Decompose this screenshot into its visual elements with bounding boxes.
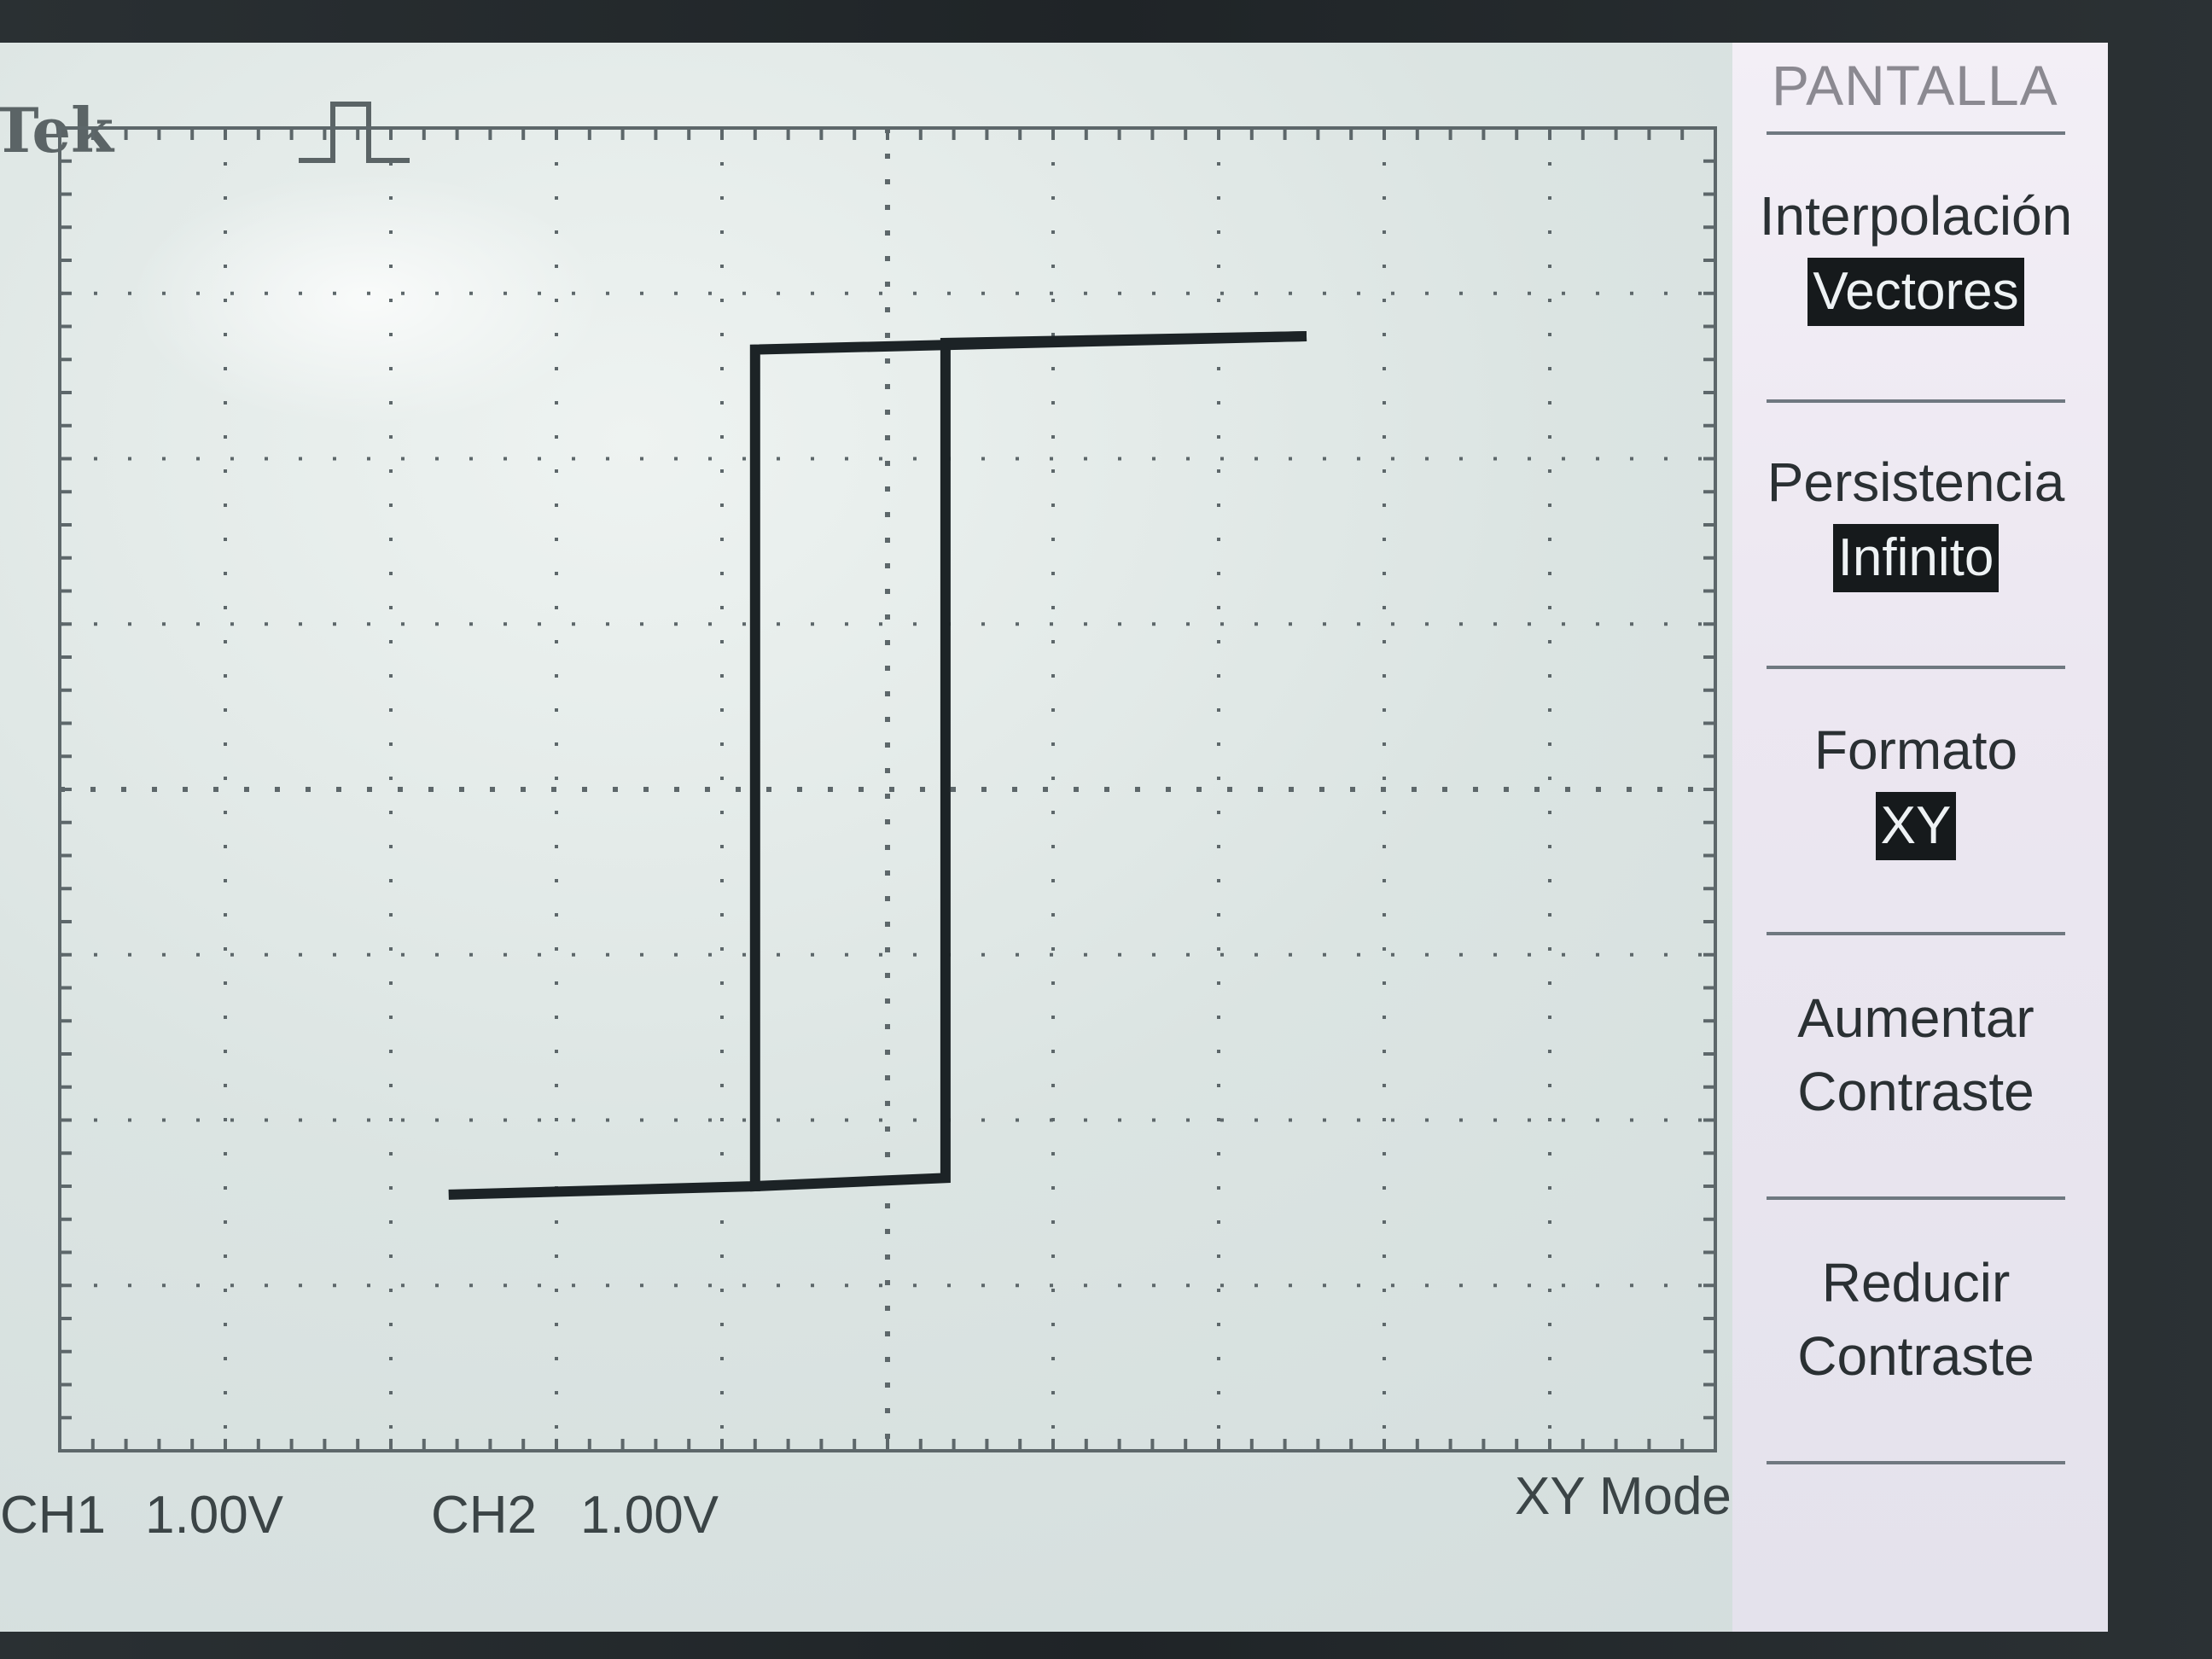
menu-separator <box>1767 399 2065 403</box>
display-softmenu: PANTALLA Interpolación Vectores Persiste… <box>1732 43 2108 1632</box>
graticule <box>58 126 1717 1452</box>
xy-trace <box>448 330 1307 1200</box>
menu-item-interpolacion[interactable]: Interpolación Vectores <box>1749 179 2082 326</box>
menu-item-value: Infinito <box>1832 524 2000 592</box>
menu-title: PANTALLA <box>1772 54 2058 117</box>
menu-separator <box>1767 666 2065 669</box>
menu-item-label: Reducir <box>1821 1252 2011 1313</box>
menu-separator <box>1767 1461 2065 1464</box>
ch2-scale: 1.00V <box>580 1486 719 1545</box>
menu-item-reducir-contraste[interactable]: Reducir Contraste <box>1749 1246 2082 1393</box>
xy-trace-segment-1 <box>448 330 1307 1200</box>
menu-item-label-line2: Contraste <box>1797 1325 2034 1387</box>
menu-item-label: Formato <box>1813 719 2018 781</box>
menu-item-label-line2: Contraste <box>1797 1061 2034 1122</box>
menu-item-value: XY <box>1875 792 1957 860</box>
ch1-label: CH1 <box>0 1486 107 1545</box>
xy-trace-segment-2 <box>749 331 1307 1192</box>
menu-item-persistencia[interactable]: Persistencia Infinito <box>1749 445 2082 592</box>
pulse-icon <box>299 102 410 163</box>
xy-mode-indicator: XY Mode <box>1515 1467 1732 1526</box>
brand-logo: Tek <box>0 94 114 166</box>
menu-item-aumentar-contraste[interactable]: Aumentar Contraste <box>1749 981 2082 1128</box>
scope-display <box>58 126 1717 1452</box>
menu-separator <box>1767 1196 2065 1200</box>
menu-item-label: Interpolación <box>1759 185 2073 247</box>
menu-item-label: Persistencia <box>1767 451 2065 513</box>
menu-item-value: Vectores <box>1807 258 2024 326</box>
ch1-scale: 1.00V <box>145 1486 284 1545</box>
menu-item-label: Aumentar <box>1797 987 2034 1049</box>
menu-separator <box>1767 932 2065 935</box>
oscilloscope-screen: Tek CH1 1.00V CH2 1.00V XY Mode PANTALLA… <box>0 43 2108 1632</box>
menu-separator <box>1767 131 2065 135</box>
ch2-label: CH2 <box>431 1486 538 1545</box>
menu-item-formato[interactable]: Formato XY <box>1749 713 2082 860</box>
